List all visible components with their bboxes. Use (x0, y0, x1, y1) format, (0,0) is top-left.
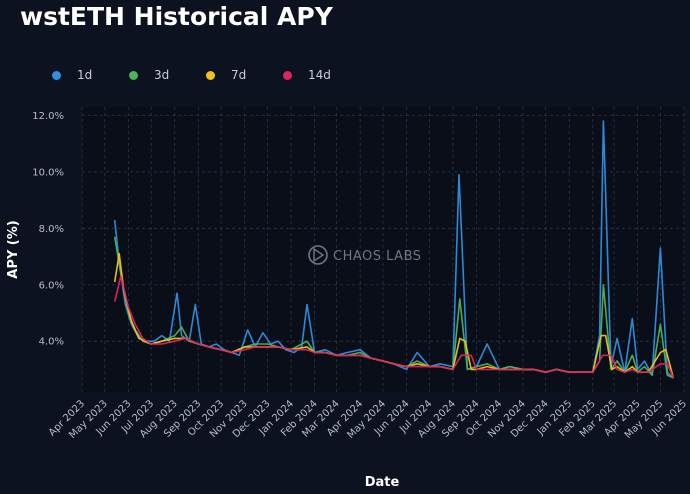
legend-marker-1d (52, 70, 61, 80)
legend-item-14d[interactable]: 14d (283, 68, 338, 82)
series-lines (113, 120, 675, 379)
logo-mark (313, 247, 325, 263)
logo-ring (308, 245, 328, 265)
grid-lines (81, 107, 685, 392)
plot-area (82, 107, 684, 392)
y-tick-label: 12.0% (32, 111, 64, 122)
legend-item-3d[interactable]: 3d (129, 68, 184, 82)
legend-label-3d: 3d (154, 68, 170, 82)
legend-item-1d[interactable]: 1d (52, 68, 107, 82)
series-line-14d[interactable] (113, 275, 675, 379)
x-axis-title: Date (365, 475, 400, 490)
legend-label-1d: 1d (77, 68, 93, 82)
legend-marker-3d (129, 70, 138, 80)
y-tick-label: 6.0% (39, 280, 64, 291)
y-axis-title: APY (%) (6, 220, 21, 278)
y-tick-label: 8.0% (39, 224, 64, 235)
y-tick-label: 4.0% (39, 337, 64, 348)
legend-label-7d: 7d (231, 68, 247, 82)
y-axis-ticks: 4.0% 6.0% 8.0% 10.0% 12.0% (32, 111, 64, 348)
legend-label-14d: 14d (308, 68, 331, 82)
chart-title: wstETH Historical APY (20, 2, 333, 31)
watermark-text: CHAOS LABS (333, 249, 422, 264)
legend-marker-14d (283, 70, 292, 80)
legend-item-7d[interactable]: 7d (206, 68, 261, 82)
chaos-labs-logo-icon (308, 245, 328, 265)
legend-marker-7d (206, 70, 215, 80)
y-tick-label: 10.0% (32, 167, 64, 178)
chart-legend: 1d 3d 7d 14d (52, 68, 360, 82)
chaos-labs-watermark: CHAOS LABS (308, 245, 422, 265)
